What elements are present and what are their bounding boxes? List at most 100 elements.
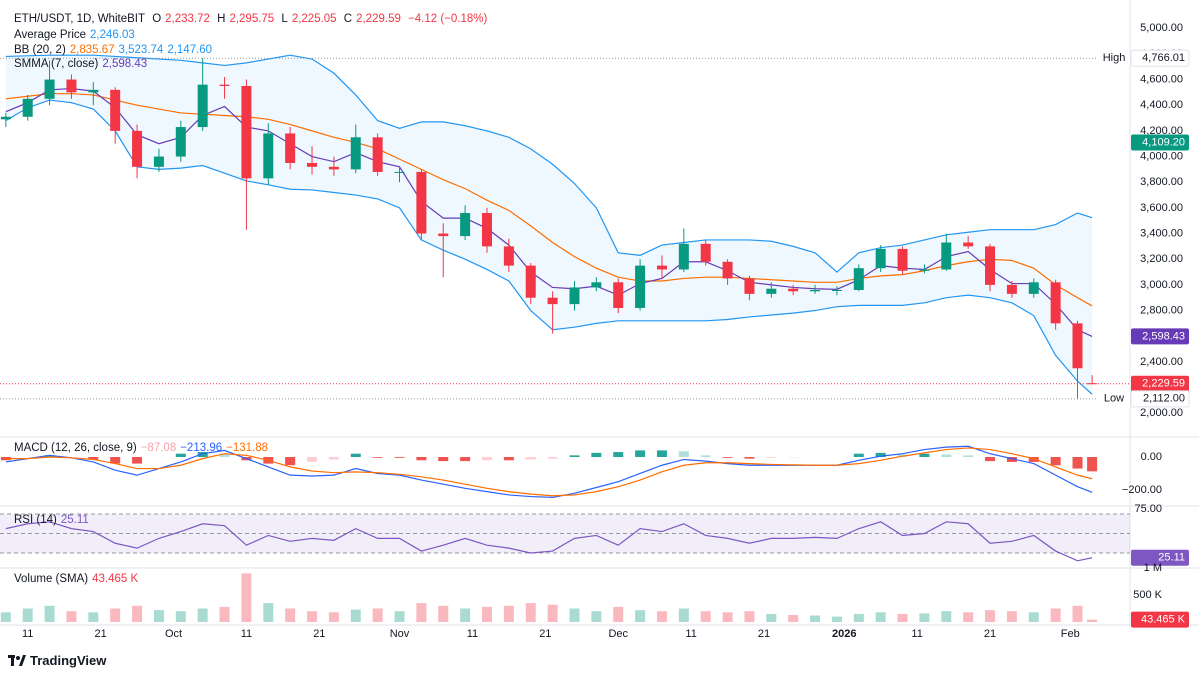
volume-bar [438,605,449,622]
candle-body [175,127,186,157]
candle-body [831,290,842,291]
candle-body [372,137,383,172]
volume-bar [44,605,55,622]
indicator-value: 2,147.60 [167,44,213,56]
ohlc-value: 2,229.59 [356,13,401,25]
candle-body [766,288,777,294]
volume-bar [766,613,777,622]
volume-bar [831,616,842,622]
candle-body [810,290,821,292]
y-tick-label: 4,600.00 [1140,73,1183,85]
histogram-bar [985,456,996,462]
candle-body [1072,323,1083,369]
volume-bar [1006,611,1017,622]
histogram-bar [919,453,930,457]
volume-bar [941,611,952,622]
candle-body [525,265,536,298]
volume-bar [328,612,339,622]
histogram-bar [1006,456,1017,462]
indicator-value: 43.465 K [92,573,139,585]
brand-logo [8,654,26,666]
histogram-bar [1050,456,1061,466]
volume-bar [153,610,164,622]
y-tick-label: 3,000.00 [1140,279,1183,291]
price-tag [1130,49,1190,67]
indicator-value: 2,598.43 [102,58,148,70]
brand-name: TradingView [30,653,107,668]
y-tick-label: 3,400.00 [1140,227,1183,239]
histogram-bar [132,456,143,464]
volume-bar [635,610,646,622]
candle-body [788,288,799,292]
candle-body [394,171,405,173]
indicator-value: 3,523.74 [118,44,164,56]
histogram-bar [656,450,667,457]
legend-macd: MACD (12, 26, close, 9) −87.08 −213.96 −131… [14,442,272,454]
volume-bar [481,606,492,622]
tag-title: High [1103,52,1126,64]
indicator-value: −213.96 [180,442,223,454]
volume-bar [460,608,471,622]
y-tick-label: 3,200.00 [1140,253,1183,265]
legend-rsi: RSI (14) 25.11 [14,514,93,526]
volume-bar [525,603,536,622]
price-tag [1131,549,1189,566]
price-tag [1131,375,1189,392]
histogram-bar [853,453,864,457]
candle-body [635,265,646,308]
x-tick-label: 21 [313,628,325,640]
histogram-bar [328,456,339,460]
volume-bar [0,612,11,622]
candle-body [416,171,427,234]
indicator-name: MACD (12, 26, close, 9) [14,442,137,454]
candle-body [547,297,558,305]
volume-bar [591,611,602,622]
histogram-bar [175,453,186,457]
histogram-bar [963,455,974,457]
histogram-bar [1072,456,1083,469]
candle-body [44,79,55,99]
volume-bar [110,608,121,622]
price-tag-label: 4,766.01 [1142,52,1185,64]
volume-bar [744,611,755,622]
candle-body [197,84,208,128]
volume-bar [285,608,296,622]
candle-body [613,282,624,308]
candle-body [941,242,952,270]
price-tag [1131,328,1189,345]
histogram-bar [438,456,449,462]
candle-body [153,156,164,167]
histogram-bar [372,456,383,458]
volume-bar [416,603,427,622]
volume-bar [569,608,580,622]
volume-bar [678,608,689,622]
histogram-bar [481,456,492,461]
candle-body [219,84,230,86]
histogram-bar [503,456,514,461]
x-tick-label: 11 [22,628,33,640]
candle-body [963,242,974,247]
ohlc-key: O [152,13,162,25]
volume-bar [810,615,821,622]
ohlc-value: 2,295.75 [229,13,275,25]
price-tag [1130,390,1190,408]
legend-ohlc: ETH/USDT, 1D, WhiteBIT O 2,233.72 H 2,295.… [14,13,491,25]
signal-line [5,447,1093,497]
y-tick-label: 2,000.00 [1140,407,1183,419]
volume-bar [613,606,624,622]
tag-title-bg [1098,390,1130,407]
x-tick-label: Nov [390,628,410,640]
indicator-line [5,93,1093,307]
volume-bar [1028,612,1039,622]
volume-bar [263,603,274,622]
volume-bar [788,614,799,622]
volume-bar [547,604,558,622]
candle-body [1050,282,1061,324]
histogram-bar [635,450,646,457]
volume-bar [1072,605,1083,622]
histogram-bar [722,456,733,458]
histogram-bar [350,453,361,457]
x-tick-label: 21 [758,628,770,640]
histogram-bar [875,452,886,457]
candle-body [722,261,733,279]
